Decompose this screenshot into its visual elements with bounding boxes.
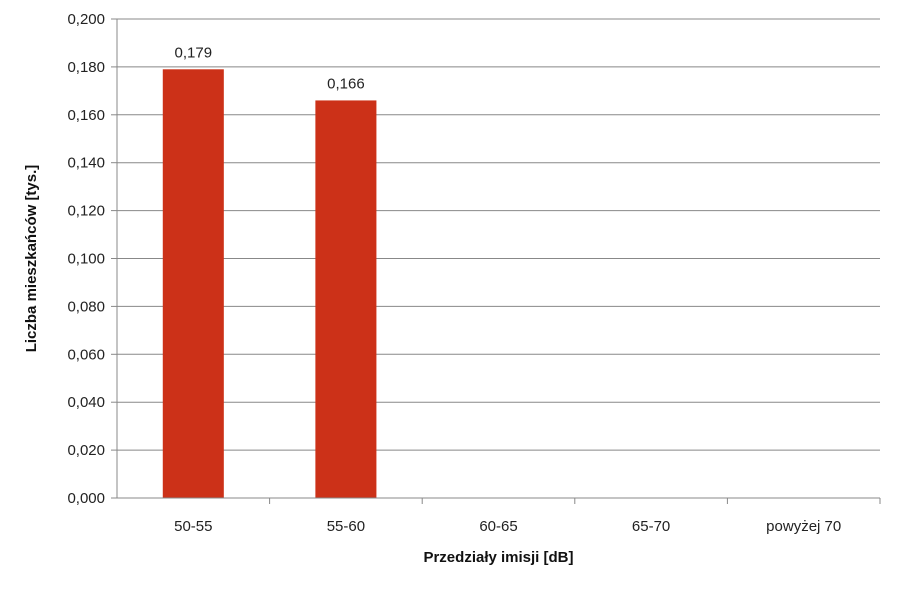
y-tick-label: 0,040 [67, 394, 105, 411]
y-tick-label: 0,200 [67, 11, 105, 28]
x-axis-title: Przedziały imisji [dB] [423, 549, 573, 566]
bar [315, 100, 377, 499]
y-tick-label: 0,020 [67, 442, 105, 459]
y-tick-label: 0,100 [67, 251, 105, 268]
bars [162, 69, 377, 499]
gridlines [111, 18, 881, 504]
y-axis-title: Liczba mieszkańców [tys.] [23, 165, 40, 353]
bar [162, 69, 224, 499]
y-tick-label: 0,000 [67, 490, 105, 507]
x-tick-label: 55-60 [327, 518, 365, 535]
x-tick-label: powyżej 70 [766, 518, 841, 535]
data-labels: 0,179 0,166 [175, 44, 365, 92]
x-tick-label: 50-55 [174, 518, 212, 535]
y-tick-label: 0,120 [67, 203, 105, 220]
data-label: 0,166 [327, 75, 365, 92]
x-tick-label: 65-70 [632, 518, 670, 535]
data-label: 0,179 [175, 44, 213, 61]
y-tick-label: 0,180 [67, 59, 105, 76]
y-tick-label: 0,080 [67, 298, 105, 315]
y-tick-label: 0,160 [67, 107, 105, 124]
y-tick-label: 0,140 [67, 155, 105, 172]
y-axis-tick-labels: 0,000 0,020 0,040 0,060 0,080 0,100 0,120 0,140… [67, 11, 105, 507]
y-tick-label: 0,060 [67, 346, 105, 363]
x-axis-tick-labels: 50-55 55-60 60-65 65-70 powyżej 70 [174, 518, 841, 535]
x-tick-label: 60-65 [479, 518, 517, 535]
